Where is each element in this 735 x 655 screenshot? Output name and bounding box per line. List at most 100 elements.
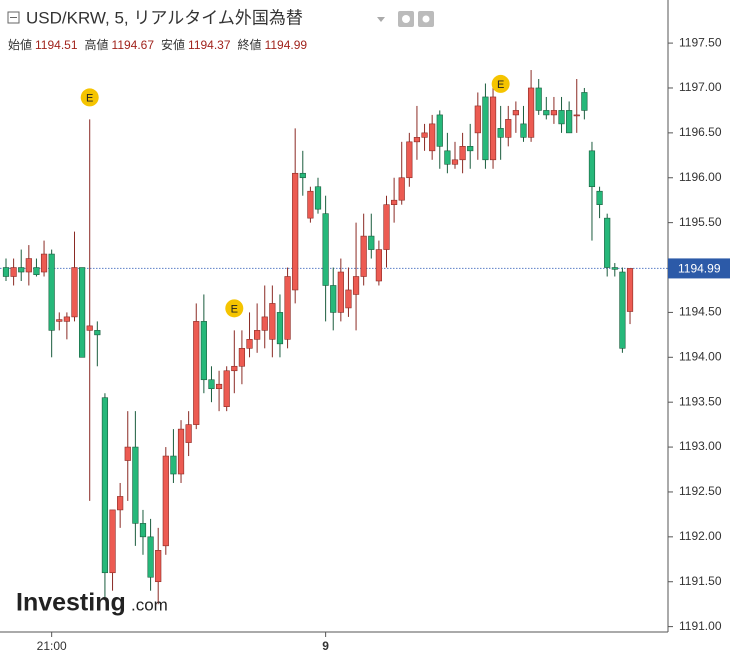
- ohlc-value: 1194.37: [188, 38, 231, 52]
- candle-body: [520, 123, 527, 138]
- candle-body: [604, 217, 611, 268]
- watermark: Investing .com: [16, 589, 168, 617]
- candle-body: [391, 199, 398, 205]
- candle-body: [147, 536, 154, 578]
- event-marker: [80, 88, 99, 107]
- candle-body: [109, 509, 116, 574]
- event-marker: [225, 299, 244, 318]
- candle-body: [238, 348, 246, 367]
- candle-body: [436, 114, 443, 147]
- candle-body: [254, 330, 261, 340]
- candle-body: [71, 267, 78, 318]
- candle-body: [177, 428, 185, 475]
- candle-body: [459, 146, 466, 161]
- ohlc-value: 1194.51: [35, 38, 78, 52]
- y-tick-label: 1195.50: [679, 215, 722, 229]
- last-price-label: 1194.99: [678, 262, 721, 276]
- watermark-brand: Investing: [16, 589, 126, 617]
- dropdown-icon[interactable]: [377, 17, 385, 22]
- candle-body: [314, 186, 322, 210]
- candle-body: [269, 303, 276, 340]
- candle-body: [246, 339, 253, 349]
- candle-body: [223, 370, 230, 407]
- candle-body: [185, 424, 192, 443]
- candle-body: [215, 383, 223, 390]
- candle-body: [505, 119, 512, 138]
- candle-body: [193, 321, 200, 425]
- ohlc-label: 始値: [8, 37, 32, 52]
- candle-body: [2, 267, 10, 277]
- candle-body: [261, 316, 268, 331]
- candle-body: [276, 312, 284, 345]
- y-tick-label: 1196.50: [679, 125, 722, 139]
- candle-body: [368, 235, 375, 250]
- ohlc-label: 安値: [161, 37, 185, 52]
- event-label: E: [231, 303, 238, 315]
- y-tick-label: 1193.50: [679, 394, 722, 408]
- candle-body: [330, 285, 337, 313]
- x-tick-label: 21:00: [37, 639, 67, 653]
- event-marker: [491, 74, 510, 93]
- y-tick-label: 1197.50: [679, 35, 722, 49]
- y-tick-label: 1196.00: [679, 170, 722, 184]
- ohlc-value: 1194.67: [112, 38, 155, 52]
- candle-body: [208, 379, 215, 390]
- candle-body: [550, 110, 558, 116]
- candle-body: [421, 132, 428, 138]
- candle-body: [200, 321, 207, 381]
- x-tick-label: 9: [322, 639, 329, 653]
- candle-body: [162, 455, 169, 547]
- candle-body: [94, 330, 101, 336]
- y-tick-label: 1191.00: [679, 619, 722, 633]
- candle-body: [596, 190, 603, 205]
- event-label: E: [497, 79, 504, 91]
- candle-body: [535, 87, 542, 111]
- candle-body: [581, 92, 588, 111]
- candle-body: [467, 146, 474, 152]
- candle-body: [101, 397, 109, 574]
- candle-body: [299, 172, 306, 179]
- candle-body: [383, 204, 390, 250]
- candle-body: [25, 258, 32, 273]
- y-tick-label: 1191.50: [679, 574, 722, 588]
- candle-body: [345, 289, 352, 309]
- eye-icon-ring: [402, 15, 410, 23]
- candle-body: [489, 96, 497, 161]
- candle-body: [124, 446, 131, 461]
- chart-title: USD/KRW, 5, リアルタイム外国為替: [26, 8, 303, 27]
- candle-body: [231, 365, 238, 372]
- candle-body: [588, 150, 596, 188]
- last-price-tag: [668, 258, 730, 279]
- candle-body: [398, 177, 405, 201]
- candle-body: [48, 253, 55, 331]
- candle-body: [284, 276, 291, 340]
- candle-body: [79, 267, 86, 358]
- candle-body: [482, 96, 489, 161]
- candle-body: [170, 455, 177, 475]
- candle-body: [406, 141, 413, 179]
- candle-body: [566, 110, 573, 134]
- collapse-icon[interactable]: [7, 11, 20, 24]
- candle-body: [626, 268, 634, 312]
- y-tick-label: 1192.00: [679, 529, 722, 543]
- ohlc-label: 高値: [85, 37, 109, 52]
- candle-body: [322, 213, 329, 286]
- candle-body: [444, 150, 451, 165]
- candle-body: [33, 267, 40, 276]
- settings-icon-ring: [422, 15, 430, 23]
- candle-body: [155, 550, 162, 583]
- candle-body: [139, 523, 147, 538]
- candle-body: [413, 137, 421, 143]
- candle-body: [352, 276, 360, 295]
- candle-body: [307, 190, 314, 219]
- candle-body: [117, 496, 124, 511]
- candle-body: [375, 249, 382, 282]
- ohlc-value: 1194.99: [265, 38, 308, 52]
- candle-body: [292, 172, 299, 291]
- candle-body: [10, 267, 17, 277]
- candle-body: [40, 253, 48, 273]
- y-tick-label: 1192.50: [679, 484, 722, 498]
- candle-body: [619, 271, 626, 349]
